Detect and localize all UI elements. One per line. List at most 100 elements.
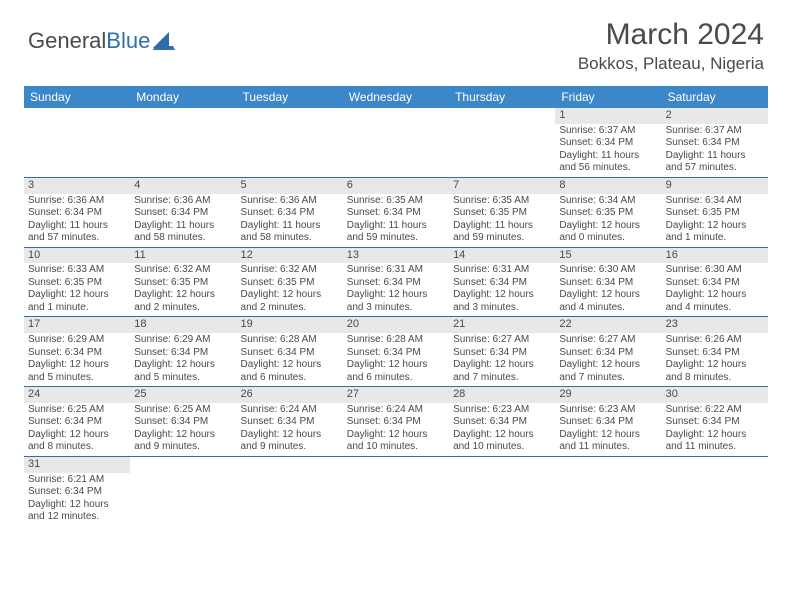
- day-number: 14: [449, 248, 555, 264]
- sunset-text: Sunset: 6:34 PM: [347, 277, 445, 290]
- daylight-text: Daylight: 12 hours and 7 minutes.: [559, 359, 657, 384]
- sunset-text: Sunset: 6:34 PM: [134, 347, 232, 360]
- day-cell: [449, 457, 555, 526]
- sunset-text: Sunset: 6:34 PM: [347, 207, 445, 220]
- day-cell: 16Sunrise: 6:30 AMSunset: 6:34 PMDayligh…: [662, 248, 768, 317]
- day-number: 11: [130, 248, 236, 264]
- day-cell: 23Sunrise: 6:26 AMSunset: 6:34 PMDayligh…: [662, 317, 768, 386]
- sunrise-text: Sunrise: 6:28 AM: [347, 334, 445, 347]
- sunset-text: Sunset: 6:34 PM: [559, 347, 657, 360]
- day-cell: 14Sunrise: 6:31 AMSunset: 6:34 PMDayligh…: [449, 248, 555, 317]
- day-number: 4: [130, 178, 236, 194]
- dow-cell: Thursday: [449, 86, 555, 108]
- day-number: 15: [555, 248, 661, 264]
- daylight-text: Daylight: 11 hours and 59 minutes.: [453, 220, 551, 245]
- day-number: 19: [237, 317, 343, 333]
- sunset-text: Sunset: 6:34 PM: [134, 416, 232, 429]
- sunset-text: Sunset: 6:34 PM: [241, 207, 339, 220]
- sunset-text: Sunset: 6:34 PM: [28, 416, 126, 429]
- day-number: 16: [662, 248, 768, 264]
- day-number: 29: [555, 387, 661, 403]
- day-cell: [237, 457, 343, 526]
- day-cell: 26Sunrise: 6:24 AMSunset: 6:34 PMDayligh…: [237, 387, 343, 456]
- sunset-text: Sunset: 6:34 PM: [453, 277, 551, 290]
- day-cell: 2Sunrise: 6:37 AMSunset: 6:34 PMDaylight…: [662, 108, 768, 177]
- sunrise-text: Sunrise: 6:33 AM: [28, 264, 126, 277]
- brand-name-2: Blue: [106, 28, 150, 54]
- daylight-text: Daylight: 12 hours and 0 minutes.: [559, 220, 657, 245]
- sunrise-text: Sunrise: 6:35 AM: [453, 195, 551, 208]
- daylight-text: Daylight: 12 hours and 2 minutes.: [134, 289, 232, 314]
- day-cell: [449, 108, 555, 177]
- sunrise-text: Sunrise: 6:37 AM: [559, 125, 657, 138]
- daylight-text: Daylight: 12 hours and 5 minutes.: [134, 359, 232, 384]
- brand-name-1: General: [28, 28, 106, 54]
- day-number: 3: [24, 178, 130, 194]
- day-cell: 6Sunrise: 6:35 AMSunset: 6:34 PMDaylight…: [343, 178, 449, 247]
- sunset-text: Sunset: 6:34 PM: [453, 347, 551, 360]
- daylight-text: Daylight: 12 hours and 11 minutes.: [666, 429, 764, 454]
- daylight-text: Daylight: 12 hours and 6 minutes.: [347, 359, 445, 384]
- sunset-text: Sunset: 6:34 PM: [28, 347, 126, 360]
- daylight-text: Daylight: 12 hours and 9 minutes.: [134, 429, 232, 454]
- sunset-text: Sunset: 6:34 PM: [28, 207, 126, 220]
- day-cell: 7Sunrise: 6:35 AMSunset: 6:35 PMDaylight…: [449, 178, 555, 247]
- sunset-text: Sunset: 6:34 PM: [347, 416, 445, 429]
- day-cell: [237, 108, 343, 177]
- sunset-text: Sunset: 6:35 PM: [241, 277, 339, 290]
- day-cell: 18Sunrise: 6:29 AMSunset: 6:34 PMDayligh…: [130, 317, 236, 386]
- sunrise-text: Sunrise: 6:24 AM: [347, 404, 445, 417]
- day-number: 7: [449, 178, 555, 194]
- sunset-text: Sunset: 6:34 PM: [241, 347, 339, 360]
- day-cell: [343, 108, 449, 177]
- day-number: 12: [237, 248, 343, 264]
- dow-cell: Saturday: [662, 86, 768, 108]
- day-cell: 11Sunrise: 6:32 AMSunset: 6:35 PMDayligh…: [130, 248, 236, 317]
- dow-cell: Friday: [555, 86, 661, 108]
- daylight-text: Daylight: 12 hours and 2 minutes.: [241, 289, 339, 314]
- sunset-text: Sunset: 6:34 PM: [28, 486, 126, 499]
- week-row: 17Sunrise: 6:29 AMSunset: 6:34 PMDayligh…: [24, 317, 768, 387]
- sunset-text: Sunset: 6:34 PM: [666, 347, 764, 360]
- dow-cell: Wednesday: [343, 86, 449, 108]
- sunrise-text: Sunrise: 6:27 AM: [559, 334, 657, 347]
- day-number: 26: [237, 387, 343, 403]
- week-row: 3Sunrise: 6:36 AMSunset: 6:34 PMDaylight…: [24, 178, 768, 248]
- day-cell: [24, 108, 130, 177]
- day-number: 28: [449, 387, 555, 403]
- day-cell: 30Sunrise: 6:22 AMSunset: 6:34 PMDayligh…: [662, 387, 768, 456]
- daylight-text: Daylight: 12 hours and 1 minute.: [666, 220, 764, 245]
- day-cell: 24Sunrise: 6:25 AMSunset: 6:34 PMDayligh…: [24, 387, 130, 456]
- daylight-text: Daylight: 12 hours and 6 minutes.: [241, 359, 339, 384]
- day-number: 13: [343, 248, 449, 264]
- sunrise-text: Sunrise: 6:24 AM: [241, 404, 339, 417]
- day-cell: [343, 457, 449, 526]
- day-cell: 8Sunrise: 6:34 AMSunset: 6:35 PMDaylight…: [555, 178, 661, 247]
- week-row: 24Sunrise: 6:25 AMSunset: 6:34 PMDayligh…: [24, 387, 768, 457]
- day-cell: 4Sunrise: 6:36 AMSunset: 6:34 PMDaylight…: [130, 178, 236, 247]
- calendar: SundayMondayTuesdayWednesdayThursdayFrid…: [24, 86, 768, 526]
- sunrise-text: Sunrise: 6:32 AM: [241, 264, 339, 277]
- daylight-text: Daylight: 12 hours and 9 minutes.: [241, 429, 339, 454]
- sunrise-text: Sunrise: 6:23 AM: [559, 404, 657, 417]
- day-cell: 20Sunrise: 6:28 AMSunset: 6:34 PMDayligh…: [343, 317, 449, 386]
- day-number: 25: [130, 387, 236, 403]
- sunset-text: Sunset: 6:34 PM: [559, 137, 657, 150]
- sunset-text: Sunset: 6:34 PM: [666, 137, 764, 150]
- day-cell: 1Sunrise: 6:37 AMSunset: 6:34 PMDaylight…: [555, 108, 661, 177]
- sunset-text: Sunset: 6:34 PM: [453, 416, 551, 429]
- day-number: 31: [24, 457, 130, 473]
- sunrise-text: Sunrise: 6:26 AM: [666, 334, 764, 347]
- day-cell: 9Sunrise: 6:34 AMSunset: 6:35 PMDaylight…: [662, 178, 768, 247]
- sunset-text: Sunset: 6:35 PM: [134, 277, 232, 290]
- day-cell: 13Sunrise: 6:31 AMSunset: 6:34 PMDayligh…: [343, 248, 449, 317]
- day-cell: 22Sunrise: 6:27 AMSunset: 6:34 PMDayligh…: [555, 317, 661, 386]
- day-number: 30: [662, 387, 768, 403]
- daylight-text: Daylight: 11 hours and 58 minutes.: [134, 220, 232, 245]
- sunrise-text: Sunrise: 6:31 AM: [453, 264, 551, 277]
- day-number: 5: [237, 178, 343, 194]
- day-number: 8: [555, 178, 661, 194]
- day-number: 9: [662, 178, 768, 194]
- daylight-text: Daylight: 12 hours and 10 minutes.: [453, 429, 551, 454]
- sunrise-text: Sunrise: 6:30 AM: [559, 264, 657, 277]
